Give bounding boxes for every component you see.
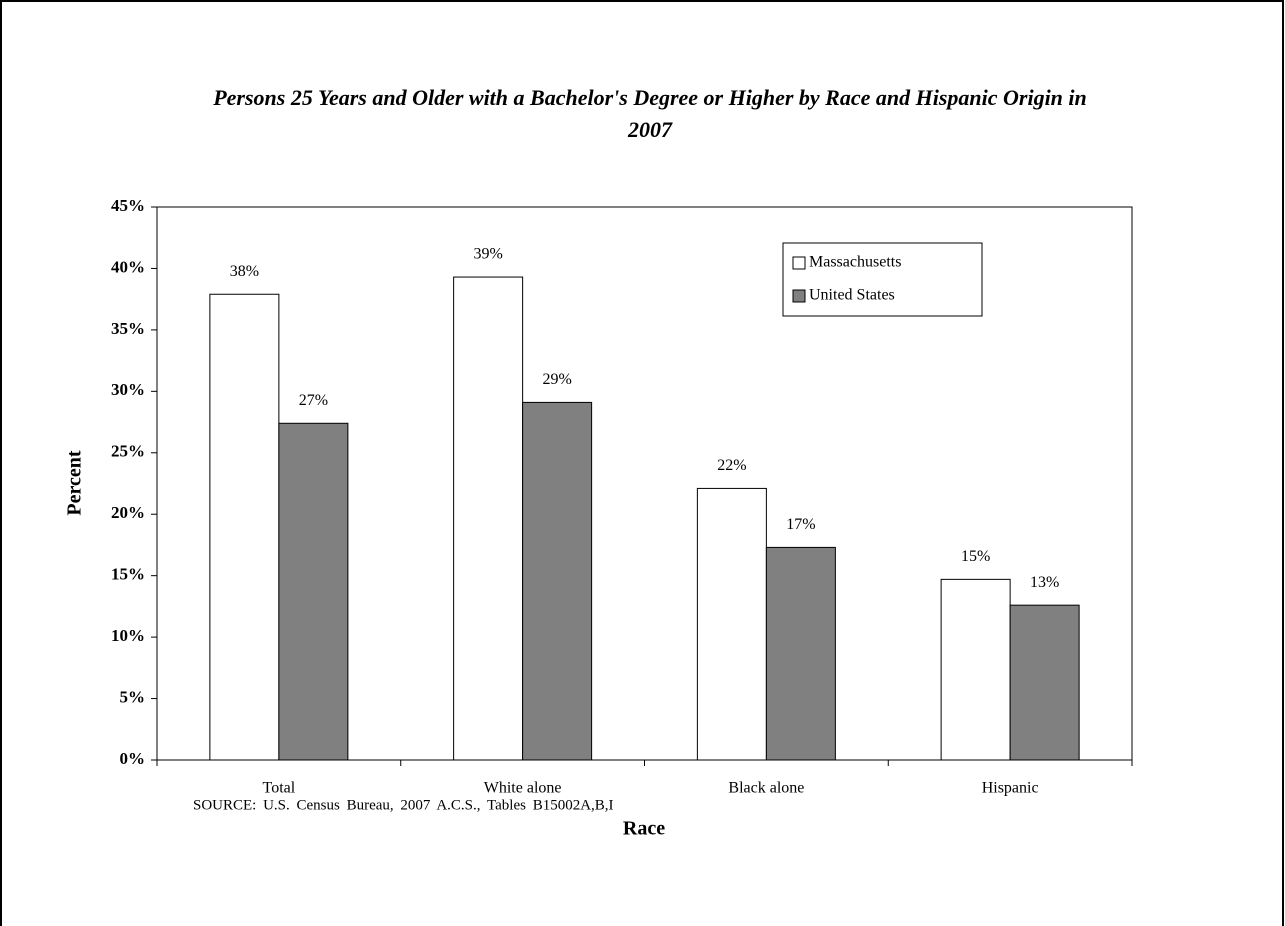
y-tick-label: 40% — [111, 257, 145, 276]
source-note: SOURCE: U.S. Census Bureau, 2007 A.C.S.,… — [193, 797, 614, 813]
y-tick-label: 0% — [120, 749, 146, 768]
value-label: 22% — [717, 457, 746, 474]
legend-swatch — [792, 289, 806, 303]
value-label: 38% — [230, 263, 259, 280]
bar — [940, 578, 1011, 761]
y-tick-label: 15% — [111, 565, 145, 584]
chart-title: Persons 25 Years and Older with a Bachel… — [213, 85, 1087, 142]
value-label: 27% — [299, 392, 328, 409]
bar — [278, 422, 349, 761]
bar — [765, 546, 836, 761]
legend-label: Massachusetts — [809, 254, 901, 271]
value-label: 29% — [542, 371, 571, 388]
legend-box — [782, 242, 983, 317]
y-axis-title: Percent — [64, 450, 86, 515]
x-tick-label: Hispanic — [982, 780, 1039, 797]
y-tick-label: 10% — [111, 626, 145, 645]
title-box: Persons 25 Years and Older with a Bachel… — [213, 85, 1087, 142]
bar — [522, 401, 593, 761]
y-tick-label: 35% — [111, 319, 145, 338]
value-label: 17% — [786, 516, 815, 533]
value-label: 13% — [1030, 574, 1059, 591]
value-label: 15% — [961, 548, 990, 565]
bar — [1009, 604, 1080, 761]
x-tick-label: Total — [263, 780, 296, 797]
bar — [696, 487, 767, 761]
y-tick-label: 5% — [120, 687, 146, 706]
value-label: 39% — [473, 246, 502, 263]
y-tick-label: 25% — [111, 442, 145, 461]
x-tick-label: White alone — [484, 780, 562, 797]
legend-swatch — [792, 256, 806, 270]
y-tick-label: 20% — [111, 503, 145, 522]
y-tick-label: 45% — [111, 196, 145, 215]
x-axis-title: Race — [623, 818, 665, 840]
y-tick-label: 30% — [111, 380, 145, 399]
bar — [453, 276, 524, 761]
x-tick-label: Black alone — [728, 780, 804, 797]
legend-label: United States — [809, 287, 895, 304]
bar — [209, 293, 280, 761]
